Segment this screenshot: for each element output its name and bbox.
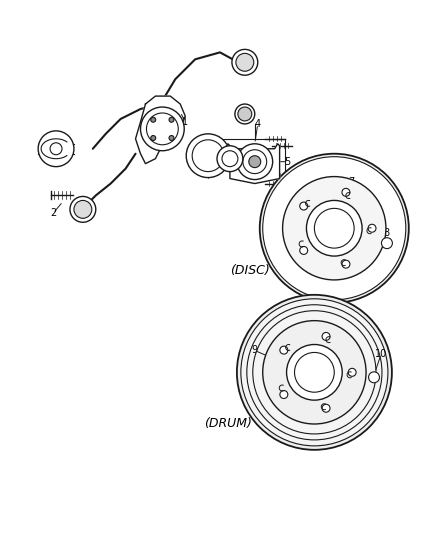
Circle shape (342, 260, 350, 268)
Circle shape (263, 157, 406, 300)
Circle shape (169, 135, 174, 141)
Circle shape (151, 135, 156, 141)
Text: 3: 3 (38, 149, 44, 159)
Circle shape (300, 202, 307, 210)
Circle shape (280, 346, 288, 354)
Circle shape (263, 321, 366, 424)
Circle shape (238, 107, 252, 121)
Circle shape (260, 154, 409, 303)
Text: 9: 9 (252, 345, 258, 356)
Circle shape (241, 299, 388, 446)
Circle shape (237, 295, 392, 450)
Polygon shape (225, 144, 279, 183)
Circle shape (322, 404, 330, 412)
Text: 2: 2 (50, 208, 56, 219)
Circle shape (368, 224, 376, 232)
Polygon shape (135, 96, 185, 164)
Circle shape (70, 197, 96, 222)
Circle shape (217, 146, 243, 172)
Circle shape (236, 53, 254, 71)
Circle shape (186, 134, 230, 177)
Text: 7: 7 (348, 176, 354, 187)
Circle shape (342, 188, 350, 196)
Circle shape (300, 246, 307, 254)
Text: (DRUM): (DRUM) (204, 417, 252, 431)
Text: 5: 5 (284, 157, 291, 167)
Text: 6: 6 (219, 157, 225, 167)
Circle shape (368, 372, 379, 383)
Circle shape (74, 200, 92, 219)
Circle shape (237, 144, 273, 180)
Text: 8: 8 (384, 228, 390, 238)
Circle shape (348, 368, 356, 376)
Circle shape (286, 344, 342, 400)
Circle shape (232, 50, 258, 75)
Circle shape (322, 333, 330, 341)
Text: 10: 10 (375, 350, 387, 359)
Circle shape (141, 107, 184, 151)
Circle shape (38, 131, 74, 167)
Text: (DISC): (DISC) (230, 264, 270, 278)
Circle shape (307, 200, 362, 256)
Circle shape (169, 117, 174, 122)
Circle shape (151, 117, 156, 122)
Text: 1: 1 (182, 117, 188, 127)
Circle shape (381, 238, 392, 248)
Circle shape (235, 104, 255, 124)
Circle shape (280, 391, 288, 399)
Text: 4: 4 (254, 119, 261, 129)
Circle shape (249, 156, 261, 168)
Circle shape (283, 176, 386, 280)
